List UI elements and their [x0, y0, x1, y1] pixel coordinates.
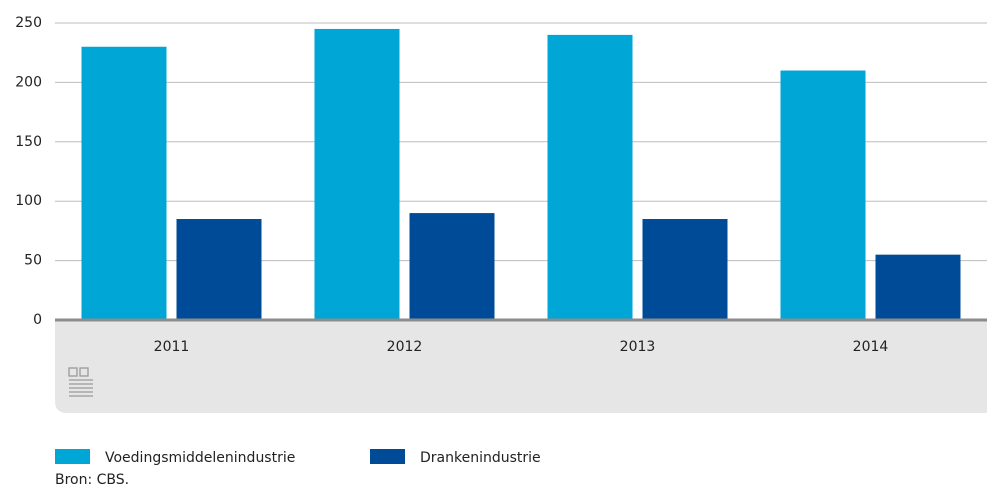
legend-swatch: [55, 449, 90, 464]
bar: [314, 28, 400, 320]
x-tick-label: 2012: [387, 339, 423, 355]
bar: [547, 34, 633, 320]
bar: [642, 219, 728, 320]
legend-label: Voedingsmiddelenindustrie: [105, 450, 295, 466]
cbs-logo: [68, 367, 93, 397]
bar: [176, 219, 262, 320]
legend-label: Drankenindustrie: [420, 450, 541, 466]
legend-swatch: [370, 449, 405, 464]
x-tick-label: 2014: [853, 339, 889, 355]
y-tick-label: 150: [15, 134, 42, 150]
bar: [780, 70, 866, 321]
x-tick-label: 2013: [620, 339, 656, 355]
y-tick-label: 200: [15, 74, 42, 90]
bar: [875, 254, 961, 320]
source: Bron: CBS.: [55, 472, 129, 488]
x-tick-label: 2011: [154, 339, 190, 355]
y-tick-label: 0: [33, 312, 42, 328]
y-tick-label: 250: [15, 15, 42, 31]
y-tick-label: 100: [15, 193, 42, 209]
bar: [81, 46, 167, 320]
bar: [409, 213, 495, 320]
y-tick-label: 50: [24, 253, 42, 269]
x-axis-band: [55, 320, 987, 413]
